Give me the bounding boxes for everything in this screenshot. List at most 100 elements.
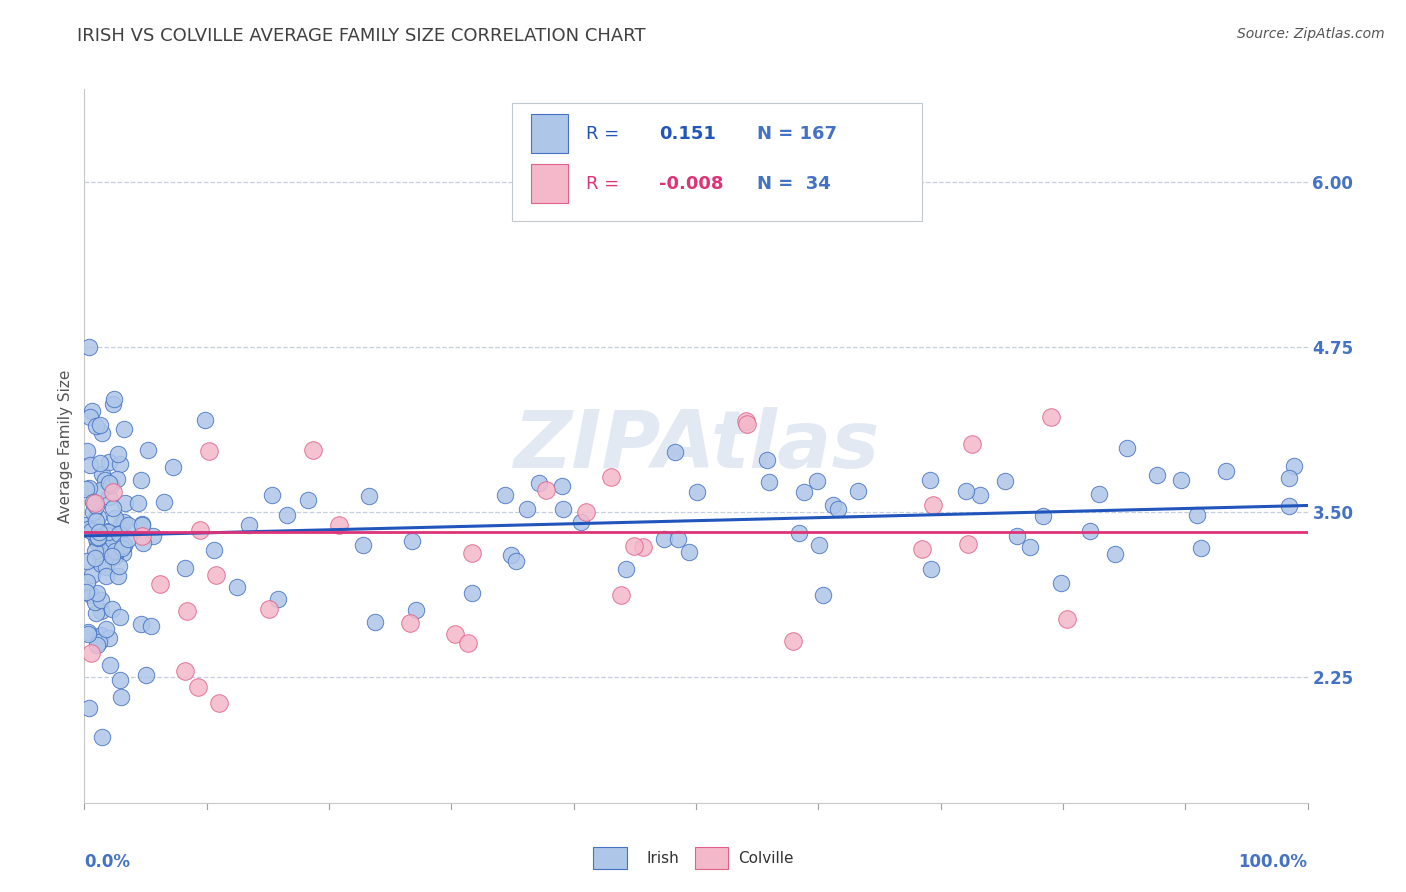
Point	[553, 502, 575, 516]
Point	[1185, 508, 1208, 522]
Point	[87, 531, 110, 545]
Y-axis label: Average Family Size: Average Family Size	[58, 369, 73, 523]
Point	[93, 543, 115, 558]
Point	[110, 457, 132, 471]
Point	[807, 537, 830, 551]
Point	[956, 537, 979, 551]
Point	[93, 541, 115, 555]
Point	[100, 478, 122, 492]
Point	[1278, 500, 1301, 514]
Point	[1284, 459, 1306, 474]
Bar	[695, 847, 728, 869]
Point	[1088, 487, 1111, 501]
Point	[131, 529, 153, 543]
Point	[1215, 464, 1237, 478]
Point	[107, 569, 129, 583]
Point	[142, 529, 165, 543]
Point	[75, 482, 97, 496]
Point	[846, 484, 869, 499]
Point	[806, 474, 828, 488]
Point	[108, 527, 131, 541]
Point	[664, 445, 686, 459]
Point	[80, 646, 103, 660]
Point	[575, 505, 598, 519]
Point	[208, 696, 231, 710]
Point	[90, 604, 112, 618]
Point	[108, 673, 131, 687]
Point	[174, 665, 197, 679]
Point	[1078, 524, 1101, 538]
Point	[94, 473, 117, 487]
Point	[204, 568, 226, 582]
Point	[127, 496, 149, 510]
Point	[737, 417, 759, 432]
Point	[103, 549, 125, 564]
Point	[77, 522, 100, 536]
Point	[505, 554, 527, 568]
Point	[86, 638, 108, 652]
Point	[1115, 441, 1137, 455]
Point	[103, 544, 125, 558]
Point	[110, 690, 132, 704]
Point	[87, 530, 110, 544]
Point	[84, 514, 107, 528]
Point	[79, 481, 101, 495]
Point	[89, 417, 111, 432]
Point	[75, 585, 97, 599]
Point	[550, 479, 572, 493]
FancyBboxPatch shape	[513, 103, 922, 221]
Point	[89, 524, 111, 539]
Point	[89, 548, 111, 562]
Point	[149, 577, 172, 591]
Point	[89, 456, 111, 470]
Text: ZIPAtlas: ZIPAtlas	[513, 407, 879, 485]
Point	[129, 473, 152, 487]
Point	[104, 511, 127, 525]
Point	[94, 559, 117, 574]
Point	[107, 472, 129, 486]
Point	[599, 469, 621, 483]
Point	[79, 410, 101, 425]
Point	[1050, 576, 1073, 591]
Point	[112, 538, 135, 552]
Point	[97, 490, 120, 504]
Point	[758, 475, 780, 489]
Point	[187, 681, 209, 695]
Point	[260, 488, 283, 502]
Point	[994, 474, 1017, 488]
Point	[76, 574, 98, 589]
Text: N =  34: N = 34	[758, 175, 831, 193]
Point	[86, 535, 108, 549]
Point	[827, 501, 849, 516]
Point	[84, 496, 107, 510]
Point	[83, 512, 105, 526]
Point	[84, 531, 107, 545]
Point	[911, 541, 934, 556]
Point	[955, 483, 977, 498]
Point	[84, 499, 107, 513]
Point	[131, 516, 153, 531]
Point	[90, 593, 112, 607]
Point	[401, 534, 423, 549]
Point	[188, 523, 211, 537]
Point	[98, 631, 121, 645]
Point	[405, 603, 427, 617]
Point	[82, 494, 104, 508]
Point	[84, 595, 107, 609]
Text: R =: R =	[586, 175, 619, 193]
Point	[501, 549, 523, 563]
Point	[110, 610, 132, 624]
Point	[461, 586, 484, 600]
Point	[84, 551, 107, 566]
Point	[920, 561, 942, 575]
Point	[96, 528, 118, 542]
Point	[176, 603, 198, 617]
Point	[79, 458, 101, 472]
Point	[97, 524, 120, 539]
Point	[90, 628, 112, 642]
Point	[614, 562, 637, 576]
Point	[80, 524, 103, 538]
Point	[136, 443, 159, 458]
Point	[1104, 547, 1126, 561]
Point	[114, 495, 136, 509]
